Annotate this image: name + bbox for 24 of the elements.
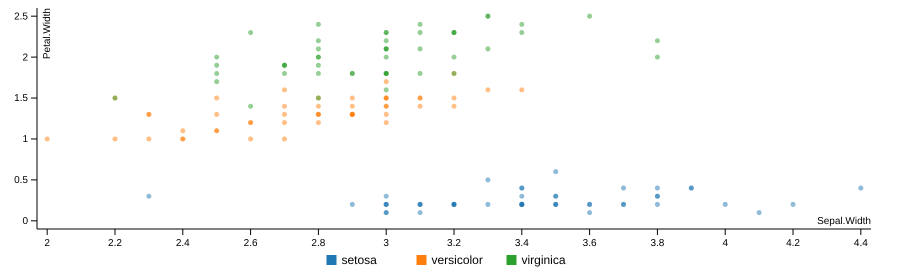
x-tick-label: 2.6 (244, 238, 258, 249)
x-tick-label: 2 (44, 238, 50, 249)
y-tick-label: 2.5 (14, 11, 28, 22)
x-tick-label: 2.8 (311, 238, 326, 249)
x-tick-label: 3 (383, 238, 390, 249)
y-tick-label: 0.5 (14, 175, 28, 186)
x-tick-label: 2.2 (108, 238, 122, 249)
legend-label: virginica (522, 253, 566, 268)
x-tick-label: 3.4 (514, 238, 530, 249)
x-tick-label: 4 (722, 238, 728, 249)
x-axis-title: Sepal.Width (817, 216, 871, 227)
y-tick-label: 0 (22, 216, 28, 228)
x-tick-label: 2.4 (176, 238, 190, 249)
y-axis-title: Petal.Width (42, 8, 53, 60)
y-tick-label: 1 (22, 134, 28, 146)
legend-label: versicolor (432, 253, 483, 268)
x-tick-label: 4.4 (854, 238, 868, 249)
x-tick-label: 3.6 (582, 238, 597, 249)
y-tick-label: 1.5 (14, 93, 28, 104)
x-tick-label: 3.2 (447, 238, 462, 249)
x-tick-label: 4.2 (786, 238, 800, 249)
y-tick-label: 2 (22, 52, 28, 64)
x-tick-label: 3.8 (650, 238, 665, 249)
legend-label: setosa (342, 253, 378, 268)
